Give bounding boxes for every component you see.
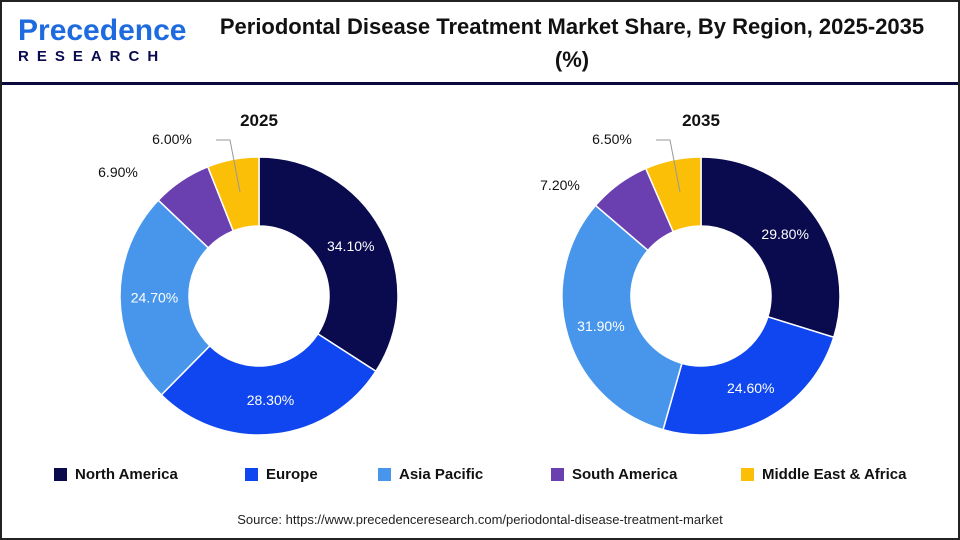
logo-subtext: RESEARCH (18, 48, 167, 65)
data-label: 6.00% (152, 131, 192, 147)
legend-item: Asia Pacific (378, 466, 483, 483)
legend-swatch (54, 468, 67, 481)
data-label: 24.70% (131, 290, 178, 306)
data-label: 34.10% (327, 238, 374, 254)
slice-europe-2035 (662, 315, 835, 436)
slice-north-america-2025 (258, 156, 399, 373)
legend-item: South America (551, 466, 677, 483)
chart-title: Periodontal Disease Treatment Market Sha… (219, 14, 925, 72)
data-label: 31.90% (577, 318, 624, 334)
legend-item: Europe (245, 466, 318, 483)
slice-europe-2025 (160, 332, 377, 436)
legend-swatch (741, 468, 754, 481)
logo: Precedence RESEARCH (18, 14, 187, 66)
legend-label: Asia Pacific (399, 466, 484, 483)
legend-item: North America (54, 466, 178, 483)
leader-line (216, 139, 241, 193)
data-label: 24.60% (727, 380, 774, 396)
legend-label: North America (75, 466, 178, 483)
legend-swatch (378, 468, 391, 481)
logo-initial: P (18, 14, 39, 47)
slice-asia-pacific-2025 (119, 199, 211, 396)
data-label: 7.20% (540, 177, 580, 193)
legend-label: Europe (266, 466, 318, 483)
donut-title-2025: 2025 (240, 111, 278, 130)
header: Precedence RESEARCH Periodontal Disease … (2, 2, 958, 85)
slice-middle-east-africa-2025 (206, 156, 260, 232)
legend-label: Middle East & Africa (762, 466, 907, 483)
data-label: 6.50% (592, 131, 632, 147)
data-label: 28.30% (247, 392, 294, 408)
legend-item: Middle East & Africa (741, 466, 906, 483)
data-label: 29.80% (761, 226, 808, 242)
slice-middle-east-africa-2035 (644, 156, 702, 233)
slice-asia-pacific-2035 (561, 204, 683, 431)
donut-title-2035: 2035 (682, 111, 720, 130)
data-label: 6.90% (98, 164, 138, 180)
legend-label: South America (572, 466, 678, 483)
leader-line (656, 139, 681, 193)
logo-text: recedence (38, 14, 187, 47)
source-note: Source: https://www.precedenceresearch.c… (237, 512, 723, 527)
legend-swatch (245, 468, 258, 481)
legend-swatch (551, 468, 564, 481)
slice-north-america-2035 (700, 156, 841, 339)
